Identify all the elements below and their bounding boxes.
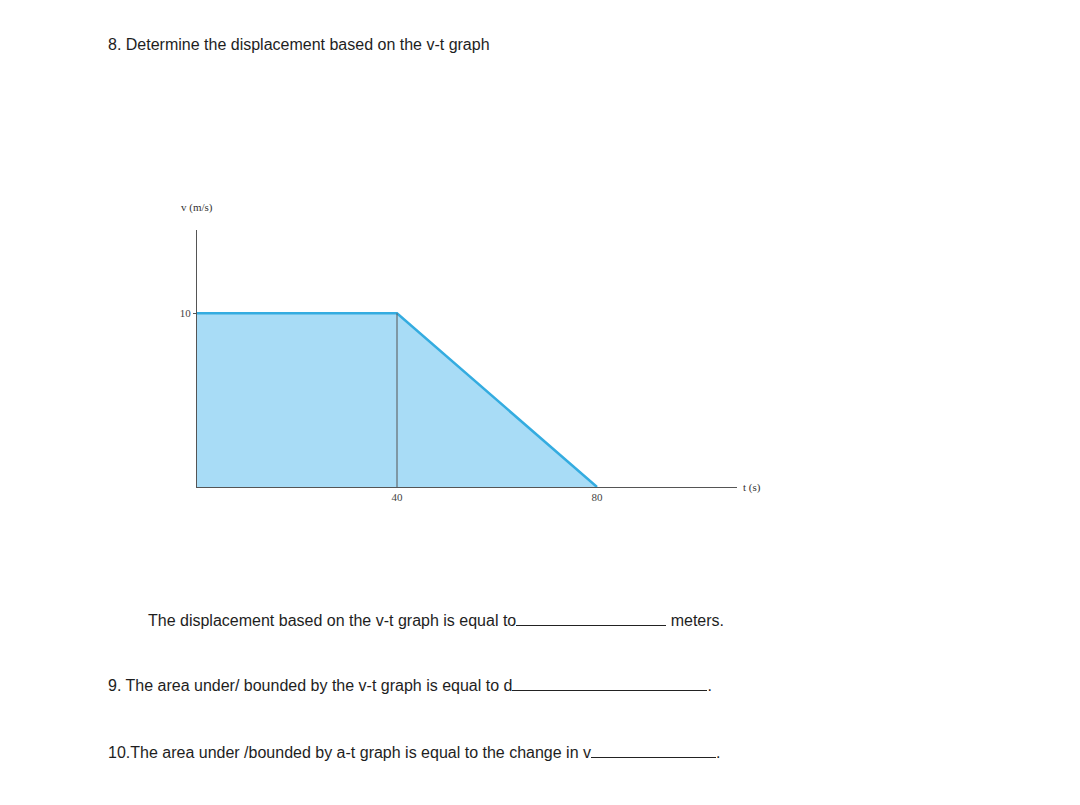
html-text:meters.: meters. <box>666 612 724 629</box>
svg-text:10: 10 <box>180 307 192 319</box>
svg-text:80: 80 <box>592 491 604 503</box>
html-text:10.The area under /bounded by: 10.The area under /bounded by a-t graph … <box>108 744 591 761</box>
html-text:9. The area under/ bounded by: 9. The area under/ bounded by the v-t gr… <box>108 677 513 694</box>
html-text:The displacement based on the: The displacement based on the v-t graph … <box>148 612 517 629</box>
svg-text:t (s): t (s) <box>743 481 761 494</box>
html-text:8. Determine the displacement: 8. Determine the displacement based on t… <box>108 36 490 53</box>
svg-text:40: 40 <box>392 491 404 503</box>
svg-text:v (m/s): v (m/s) <box>181 201 213 214</box>
